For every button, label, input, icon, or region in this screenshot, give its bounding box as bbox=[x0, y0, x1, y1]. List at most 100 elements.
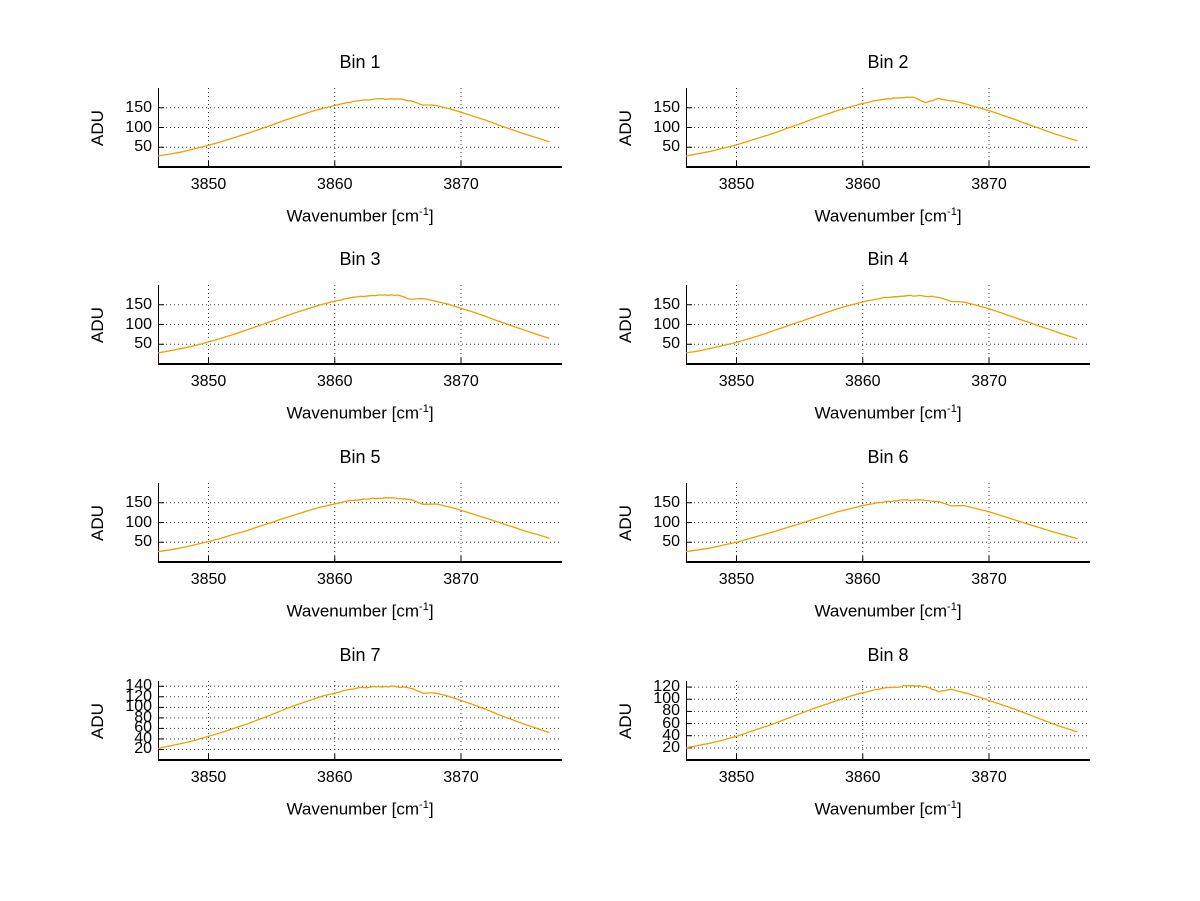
subplot-bin-2: Bin 2 ADU 50 100 150 3850 3860 3870 Wavenumber [… bbox=[566, 46, 1110, 228]
y-tick-label: 150 bbox=[653, 98, 680, 116]
plot-title: Bin 7 bbox=[339, 645, 381, 665]
y-tick-label: 150 bbox=[653, 493, 680, 511]
plot-canvas bbox=[157, 285, 562, 365]
plot-title: Bin 5 bbox=[339, 447, 381, 467]
x-tick-label: 3870 bbox=[971, 571, 1007, 588]
x-axis-label-text: Wavenumber [cm bbox=[814, 799, 948, 819]
x-axis-label-text: Wavenumber [cm bbox=[814, 601, 948, 621]
x-tick-label: 3870 bbox=[443, 571, 479, 588]
y-tick-label: 50 bbox=[134, 335, 152, 353]
spectrum-line bbox=[685, 499, 1078, 553]
y-tick-label: 50 bbox=[662, 335, 680, 353]
x-axis-label: Wavenumber [cm-1] bbox=[686, 399, 1090, 424]
x-tick-label: 3860 bbox=[844, 769, 881, 786]
x-tick-label: 3860 bbox=[316, 373, 353, 390]
x-tick-label: 3850 bbox=[190, 769, 227, 786]
x-axis-label: Wavenumber [cm-1] bbox=[158, 795, 562, 820]
subplot-bin-4: Bin 4 ADU 50 100 150 3850 3860 3870 Wavenumber [… bbox=[566, 243, 1110, 425]
x-tick-label: 3860 bbox=[316, 176, 353, 193]
x-axis-label-text: ] bbox=[956, 403, 962, 423]
y-tick-label: 100 bbox=[125, 698, 152, 716]
x-tick-label: 3850 bbox=[718, 571, 755, 588]
x-tick-label: 3870 bbox=[443, 769, 479, 786]
plot-canvas bbox=[157, 483, 562, 563]
x-axis-label-text: ] bbox=[428, 403, 434, 423]
x-tick-label: 3860 bbox=[316, 571, 353, 588]
plot-title: Bin 1 bbox=[339, 52, 381, 72]
x-axis-label-text: ] bbox=[428, 206, 434, 226]
x-axis-label-text: Wavenumber [cm bbox=[814, 403, 948, 423]
x-axis-label: Wavenumber [cm-1] bbox=[686, 202, 1090, 227]
x-tick-label: 3850 bbox=[718, 373, 755, 390]
x-tick-label: 3870 bbox=[971, 373, 1007, 390]
y-tick-label: 100 bbox=[125, 513, 152, 531]
plot-title: Bin 3 bbox=[339, 249, 381, 269]
plot-title: Bin 6 bbox=[867, 447, 909, 467]
y-tick-label: 100 bbox=[653, 690, 680, 708]
y-tick-label: 100 bbox=[653, 118, 680, 136]
subplot-bin-1: Bin 1 ADU 50 100 150 3850 3860 3870 Wavenumber [… bbox=[38, 46, 582, 228]
y-tick-label: 140 bbox=[125, 677, 152, 695]
y-tick-label: 150 bbox=[125, 98, 152, 116]
spectrum-line bbox=[157, 294, 550, 354]
y-tick-label: 50 bbox=[134, 533, 152, 551]
plot-title: Bin 4 bbox=[867, 249, 909, 269]
plot-canvas bbox=[685, 681, 1090, 761]
subplot-bin-6: Bin 6 ADU 50 100 150 3850 3860 3870 Wavenumber [… bbox=[566, 441, 1110, 623]
plot-title: Bin 8 bbox=[867, 645, 909, 665]
x-axis-label-text: ] bbox=[956, 206, 962, 226]
x-axis-label-text: ] bbox=[956, 601, 962, 621]
y-tick-label: 60 bbox=[662, 714, 680, 732]
x-axis-label: Wavenumber [cm-1] bbox=[686, 597, 1090, 622]
spectrum-line bbox=[685, 684, 1078, 749]
y-tick-label: 20 bbox=[134, 740, 152, 758]
y-tick-label: 150 bbox=[125, 295, 152, 313]
y-tick-label: 40 bbox=[662, 726, 680, 744]
x-axis-label: Wavenumber [cm-1] bbox=[158, 399, 562, 424]
plot-title: Bin 2 bbox=[867, 52, 909, 72]
x-tick-label: 3870 bbox=[971, 176, 1007, 193]
x-tick-label: 3850 bbox=[718, 769, 755, 786]
y-tick-label: 50 bbox=[662, 533, 680, 551]
x-axis-label-text: Wavenumber [cm bbox=[286, 206, 420, 226]
x-tick-label: 3860 bbox=[844, 373, 881, 390]
x-axis-label: Wavenumber [cm-1] bbox=[158, 202, 562, 227]
x-axis-label-exponent: -1 bbox=[419, 799, 429, 811]
spectrum-line bbox=[157, 97, 550, 157]
x-tick-label: 3850 bbox=[190, 571, 227, 588]
x-axis-label: Wavenumber [cm-1] bbox=[686, 795, 1090, 820]
x-axis-label-exponent: -1 bbox=[419, 403, 429, 415]
x-axis-label-exponent: -1 bbox=[419, 206, 429, 218]
x-axis-label-text: ] bbox=[956, 799, 962, 819]
subplot-bin-5: Bin 5 ADU 50 100 150 3850 3860 3870 Wavenumber [… bbox=[38, 441, 582, 623]
spectrum-line bbox=[157, 685, 550, 750]
x-tick-label: 3860 bbox=[844, 176, 881, 193]
plot-canvas bbox=[685, 88, 1090, 168]
x-axis-label-text: Wavenumber [cm bbox=[286, 601, 420, 621]
x-axis-label-text: Wavenumber [cm bbox=[814, 206, 948, 226]
y-tick-label: 40 bbox=[134, 729, 152, 747]
y-tick-label: 150 bbox=[125, 493, 152, 511]
y-tick-label: 80 bbox=[134, 708, 152, 726]
x-tick-label: 3850 bbox=[190, 176, 227, 193]
subplot-bin-3: Bin 3 ADU 50 100 150 3850 3860 3870 Wavenumber [… bbox=[38, 243, 582, 425]
x-axis-label-exponent: -1 bbox=[947, 403, 957, 415]
x-axis-label-text: ] bbox=[428, 799, 434, 819]
subplot-bin-7: Bin 7 ADU 20 40 60 80 100 120 140 3850 3860 3870 Wav… bbox=[38, 639, 582, 821]
x-tick-label: 3850 bbox=[190, 373, 227, 390]
spectrum-line bbox=[685, 96, 1078, 157]
plot-canvas bbox=[685, 285, 1090, 365]
y-tick-label: 80 bbox=[662, 702, 680, 720]
x-axis-label-text: Wavenumber [cm bbox=[286, 403, 420, 423]
x-axis-label-exponent: -1 bbox=[947, 601, 957, 613]
y-tick-label: 100 bbox=[125, 118, 152, 136]
spectrum-line bbox=[685, 294, 1078, 354]
y-tick-label: 120 bbox=[125, 687, 152, 705]
x-axis-label: Wavenumber [cm-1] bbox=[158, 597, 562, 622]
y-tick-label: 100 bbox=[125, 315, 152, 333]
x-tick-label: 3870 bbox=[443, 176, 479, 193]
plot-canvas bbox=[157, 88, 562, 168]
x-axis-label-exponent: -1 bbox=[947, 799, 957, 811]
plot-canvas bbox=[157, 681, 562, 761]
x-axis-label-exponent: -1 bbox=[419, 601, 429, 613]
